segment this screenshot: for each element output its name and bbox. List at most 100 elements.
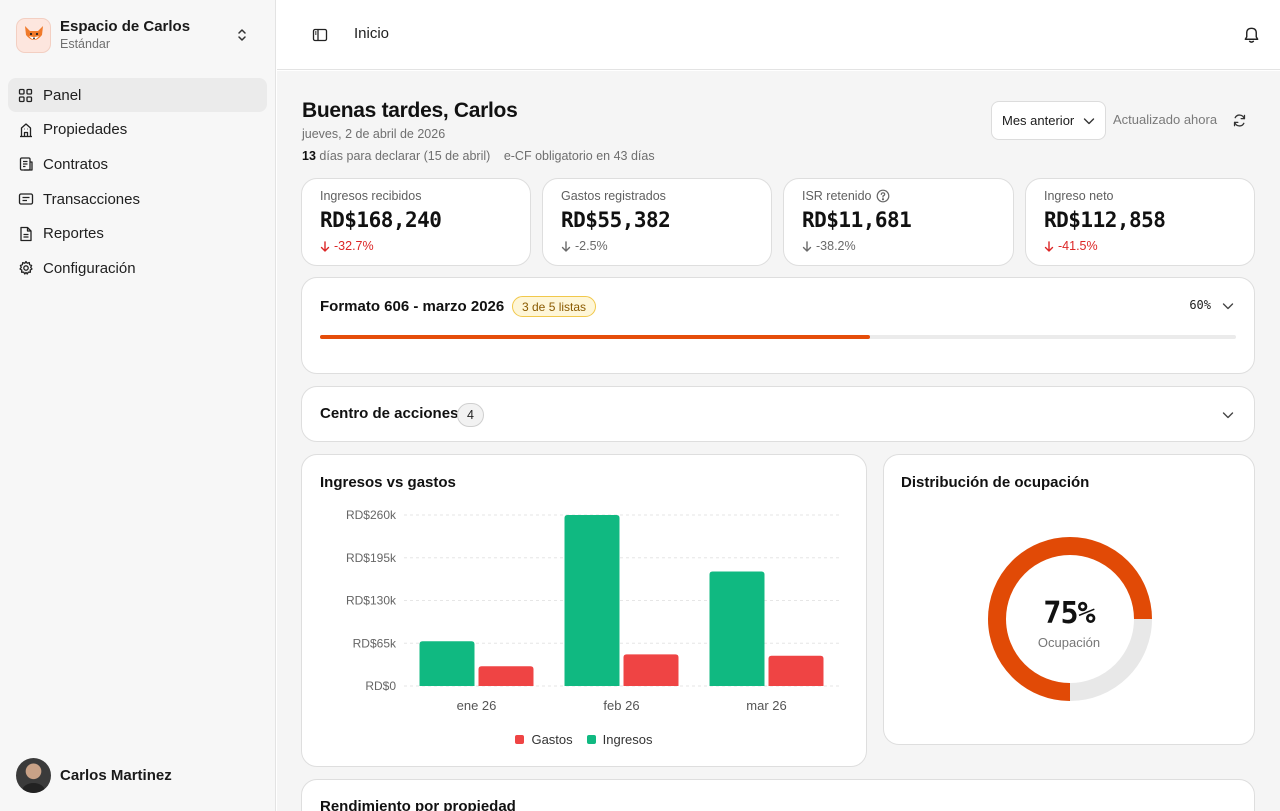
chevron-down-icon[interactable] bbox=[1219, 297, 1237, 315]
kpi-value: RD$55,382 bbox=[561, 208, 671, 232]
chevron-down-icon[interactable] bbox=[1219, 406, 1237, 424]
arrow-down-icon bbox=[320, 240, 330, 252]
progress-percent: 60% bbox=[1189, 298, 1211, 312]
action-center-card[interactable]: Centro de acciones 4 bbox=[301, 386, 1255, 442]
bell-icon[interactable] bbox=[1240, 23, 1262, 45]
y-tick-label: RD$260k bbox=[346, 508, 397, 522]
workspace-plan: Estándar bbox=[60, 37, 111, 51]
sidebar: Espacio de Carlos Estándar Panel Propied… bbox=[0, 0, 276, 811]
count-badge: 4 bbox=[457, 403, 484, 427]
bar-ingresos bbox=[564, 515, 620, 686]
kpi-delta-value: -2.5% bbox=[575, 239, 608, 253]
performance-card: Rendimiento por propiedad bbox=[301, 779, 1255, 811]
avatar bbox=[16, 758, 51, 793]
user-menu[interactable]: Carlos Martinez bbox=[16, 758, 172, 793]
sidebar-item-contratos[interactable]: Contratos bbox=[8, 147, 267, 181]
declaration-deadline: 13 días para declarar (15 de abril) e-CF… bbox=[302, 149, 655, 163]
performance-title: Rendimiento por propiedad bbox=[320, 798, 516, 811]
receipt-icon bbox=[17, 191, 34, 208]
kpi-delta: -32.7% bbox=[320, 239, 374, 253]
days-text: días para declarar (15 de abril) bbox=[319, 149, 491, 163]
kpi-card-gastos: Gastos registrados RD$55,382 -2.5% bbox=[542, 178, 772, 266]
period-select[interactable]: Mes anterior bbox=[991, 101, 1106, 140]
occupancy-card: Distribución de ocupación 75% Ocupación bbox=[883, 454, 1255, 745]
kpi-card-ingresos: Ingresos recibidos RD$168,240 -32.7% bbox=[301, 178, 531, 266]
kpi-delta-value: -41.5% bbox=[1058, 239, 1098, 253]
sidebar-item-label: Reportes bbox=[43, 225, 104, 243]
kpi-value: RD$11,681 bbox=[802, 208, 912, 232]
main-content: Buenas tardes, Carlos jueves, 2 de abril… bbox=[277, 71, 1280, 811]
gear-icon bbox=[17, 260, 34, 277]
income-expense-chart-card: Ingresos vs gastos RD$0 RD$65k RD$130k RD$1… bbox=[301, 454, 867, 767]
kpi-delta-value: -38.2% bbox=[816, 239, 856, 253]
chart-legend: Gastos Ingresos bbox=[302, 732, 866, 747]
kpi-delta: -38.2% bbox=[802, 239, 856, 253]
building-icon bbox=[17, 121, 34, 138]
progress-track bbox=[320, 335, 1236, 339]
occupancy-value: 75% bbox=[1043, 596, 1095, 631]
arrow-down-icon bbox=[1044, 240, 1054, 252]
y-tick-label: RD$130k bbox=[346, 594, 397, 608]
occupancy-title: Distribución de ocupación bbox=[901, 474, 1090, 491]
bar-gastos bbox=[768, 655, 824, 686]
sidebar-item-label: Contratos bbox=[43, 155, 109, 173]
formato-606-title: Formato 606 - marzo 2026 bbox=[320, 298, 505, 315]
y-tick-label: RD$0 bbox=[365, 679, 396, 693]
contract-icon bbox=[17, 156, 34, 173]
kpi-card-isr: ISR retenido RD$11,681 -38.2% bbox=[783, 178, 1014, 266]
kpi-delta: -2.5% bbox=[561, 239, 608, 253]
fox-logo-icon bbox=[16, 17, 51, 53]
x-tick-label: mar 26 bbox=[746, 698, 786, 713]
workspace-name: Espacio de Carlos bbox=[60, 18, 191, 35]
sidebar-item-reportes[interactable]: Reportes bbox=[8, 217, 267, 251]
kpi-card-neto: Ingreso neto RD$112,858 -41.5% bbox=[1025, 178, 1255, 266]
kpi-label: ISR retenido bbox=[802, 189, 872, 203]
legend-item-ingresos[interactable]: Ingresos bbox=[586, 732, 653, 747]
legend-swatch bbox=[515, 735, 525, 744]
progress-fill bbox=[320, 335, 870, 339]
bar-gastos bbox=[478, 666, 534, 686]
sidebar-nav: Panel Propiedades Contratos Transaccione… bbox=[8, 78, 267, 286]
sidebar-item-propiedades[interactable]: Propiedades bbox=[8, 113, 267, 147]
breadcrumb[interactable]: Inicio bbox=[354, 25, 390, 42]
y-tick-label: RD$195k bbox=[346, 551, 397, 565]
donut-segment-occupied bbox=[988, 537, 1152, 701]
sidebar-item-label: Configuración bbox=[43, 259, 136, 277]
kpi-value: RD$168,240 bbox=[320, 208, 442, 232]
user-name: Carlos Martinez bbox=[60, 767, 172, 784]
x-tick-label: feb 26 bbox=[603, 698, 639, 713]
legend-item-gastos[interactable]: Gastos bbox=[515, 732, 573, 747]
sidebar-toggle-icon[interactable] bbox=[309, 24, 331, 46]
chart-title: Ingresos vs gastos bbox=[320, 474, 456, 491]
bar-chart: RD$0 RD$65k RD$130k RD$195k RD$260k ene 26 feb… bbox=[346, 508, 839, 713]
days-count: 13 bbox=[302, 149, 316, 163]
occupancy-label: Ocupación bbox=[1037, 635, 1101, 650]
help-circle-icon[interactable] bbox=[876, 189, 890, 203]
chevron-down-icon bbox=[1082, 114, 1096, 128]
formato-606-card[interactable]: Formato 606 - marzo 2026 3 de 5 listas 6… bbox=[301, 277, 1255, 374]
period-select-value: Mes anterior bbox=[1002, 113, 1075, 128]
bar-ingresos bbox=[709, 571, 765, 686]
sidebar-item-transacciones[interactable]: Transacciones bbox=[8, 182, 267, 216]
refresh-icon[interactable] bbox=[1230, 111, 1248, 129]
kpi-label: Ingresos recibidos bbox=[320, 189, 422, 203]
sidebar-item-panel[interactable]: Panel bbox=[8, 78, 267, 112]
sidebar-item-label: Panel bbox=[43, 86, 82, 104]
kpi-delta-value: -32.7% bbox=[334, 239, 374, 253]
bar-ingresos bbox=[419, 641, 475, 686]
arrow-down-icon bbox=[561, 240, 571, 252]
kpi-label: Gastos registrados bbox=[561, 189, 666, 203]
current-date: jueves, 2 de abril de 2026 bbox=[302, 127, 446, 141]
chevron-up-down-icon bbox=[234, 25, 250, 45]
report-icon bbox=[17, 225, 34, 242]
kpi-label-row: ISR retenido bbox=[802, 189, 890, 203]
x-tick-label: ene 26 bbox=[457, 698, 497, 713]
y-tick-label: RD$65k bbox=[353, 636, 397, 650]
ecf-notice: e-CF obligatorio en 43 días bbox=[503, 149, 655, 163]
grid-icon bbox=[17, 87, 34, 104]
arrow-down-icon bbox=[802, 240, 812, 252]
workspace-switcher[interactable]: Espacio de Carlos Estándar bbox=[16, 16, 259, 54]
sidebar-item-configuracion[interactable]: Configuración bbox=[8, 251, 267, 285]
legend-label: Ingresos bbox=[602, 732, 653, 747]
status-badge: 3 de 5 listas bbox=[512, 296, 597, 317]
